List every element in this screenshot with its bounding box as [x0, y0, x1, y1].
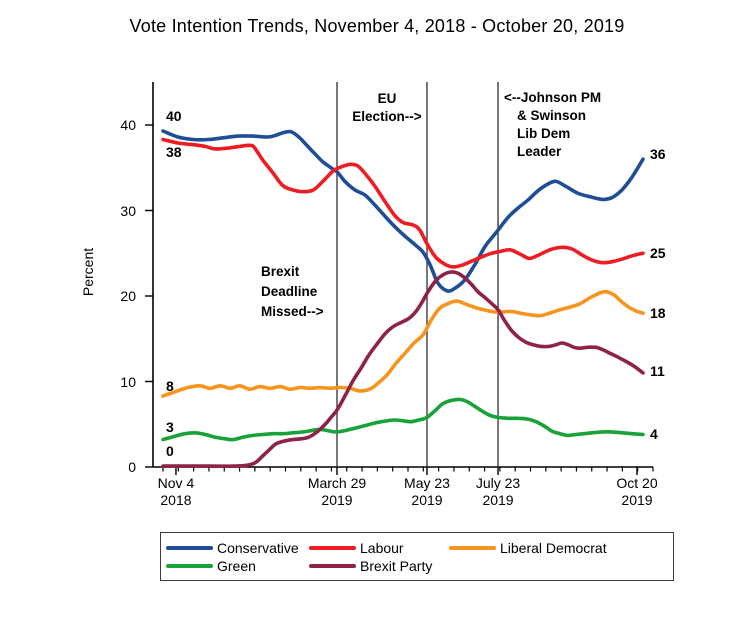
- chart-title: Vote Intention Trends, November 4, 2018 …: [129, 16, 625, 36]
- y-tick-label: 40: [120, 117, 136, 133]
- annotation-line: Leader: [517, 144, 562, 159]
- y-tick-label: 10: [120, 373, 136, 390]
- edge-label-left: 40: [166, 108, 182, 125]
- x-tick-label: Nov 4 2018: [134, 475, 218, 509]
- legend-swatch-green: [166, 564, 213, 568]
- x-tick-line2: 2019: [411, 492, 443, 508]
- series-line-brexit-party: [161, 270, 645, 468]
- x-tick-label: Oct 20 2019: [595, 475, 679, 509]
- annotation-johnson-swinson: <--Johnson PM & Swinson Lib Dem Leader: [504, 89, 634, 161]
- legend-swatch-conservative: [166, 546, 213, 550]
- annotation-brexit-deadline: Brexit Deadline Missed-->: [261, 262, 351, 322]
- edge-label-right: 18: [650, 305, 666, 322]
- x-tick-line1: March 29: [307, 475, 367, 491]
- x-tick-label: July 23 2019: [456, 475, 540, 509]
- edge-label-left: 0: [166, 442, 174, 459]
- x-tick-line1: May 23: [404, 475, 450, 491]
- legend: Conservative Labour Liberal Democrat Green B…: [160, 532, 674, 581]
- legend-label-labour: Labour: [360, 540, 404, 556]
- legend-swatch-brexit-party: [309, 564, 356, 568]
- annotation-line: <--Johnson PM: [504, 90, 602, 105]
- annotation-line: Election-->: [352, 109, 422, 124]
- edge-label-right: 11: [650, 363, 665, 380]
- x-tick-line2: 2019: [482, 492, 514, 508]
- legend-swatch-liberal-democrat: [449, 546, 496, 550]
- series-line-labour: [161, 137, 645, 269]
- annotation-line: Deadline: [261, 284, 318, 299]
- series-line-green: [161, 397, 645, 442]
- series-line-conservative: [161, 129, 645, 293]
- series-line-liberal-democrat: [161, 289, 645, 398]
- y-tick-label: 20: [120, 288, 136, 304]
- x-tick-line1: Nov 4: [157, 475, 195, 491]
- x-tick-line2: 2019: [621, 492, 653, 508]
- legend-label-brexit-party: Brexit Party: [360, 558, 433, 574]
- edge-label-right: 36: [650, 146, 666, 163]
- annotation-eu-election: EU Election-->: [347, 90, 427, 126]
- annotation-line: EU: [377, 91, 397, 106]
- annotation-line: Lib Dem: [517, 126, 571, 141]
- edge-label-right: 4: [650, 425, 658, 442]
- y-tick-label: 0: [128, 459, 136, 475]
- annotation-line: Brexit: [261, 264, 300, 279]
- legend-swatch-labour: [309, 546, 356, 550]
- y-tick-label: 30: [120, 202, 136, 219]
- annotation-line: Missed-->: [261, 304, 324, 319]
- x-tick-line2: 2018: [160, 492, 192, 508]
- legend-label-green: Green: [217, 558, 256, 574]
- x-tick-label: March 29 2019: [295, 475, 379, 509]
- legend-label-liberal-democrat: Liberal Democrat: [500, 540, 607, 556]
- x-tick-line2: 2019: [321, 492, 353, 508]
- x-tick-label: May 23 2019: [385, 475, 469, 509]
- y-axis-label: Percent: [80, 247, 96, 297]
- x-tick-line1: Oct 20: [616, 475, 658, 491]
- edge-label-left: 3: [166, 418, 174, 435]
- annotation-line: & Swinson: [517, 108, 587, 123]
- edge-label-left: 38: [166, 144, 182, 161]
- edge-label-left: 8: [166, 377, 174, 394]
- x-tick-line1: July 23: [475, 475, 521, 491]
- edge-label-right: 25: [650, 245, 666, 262]
- legend-label-conservative: Conservative: [217, 540, 299, 556]
